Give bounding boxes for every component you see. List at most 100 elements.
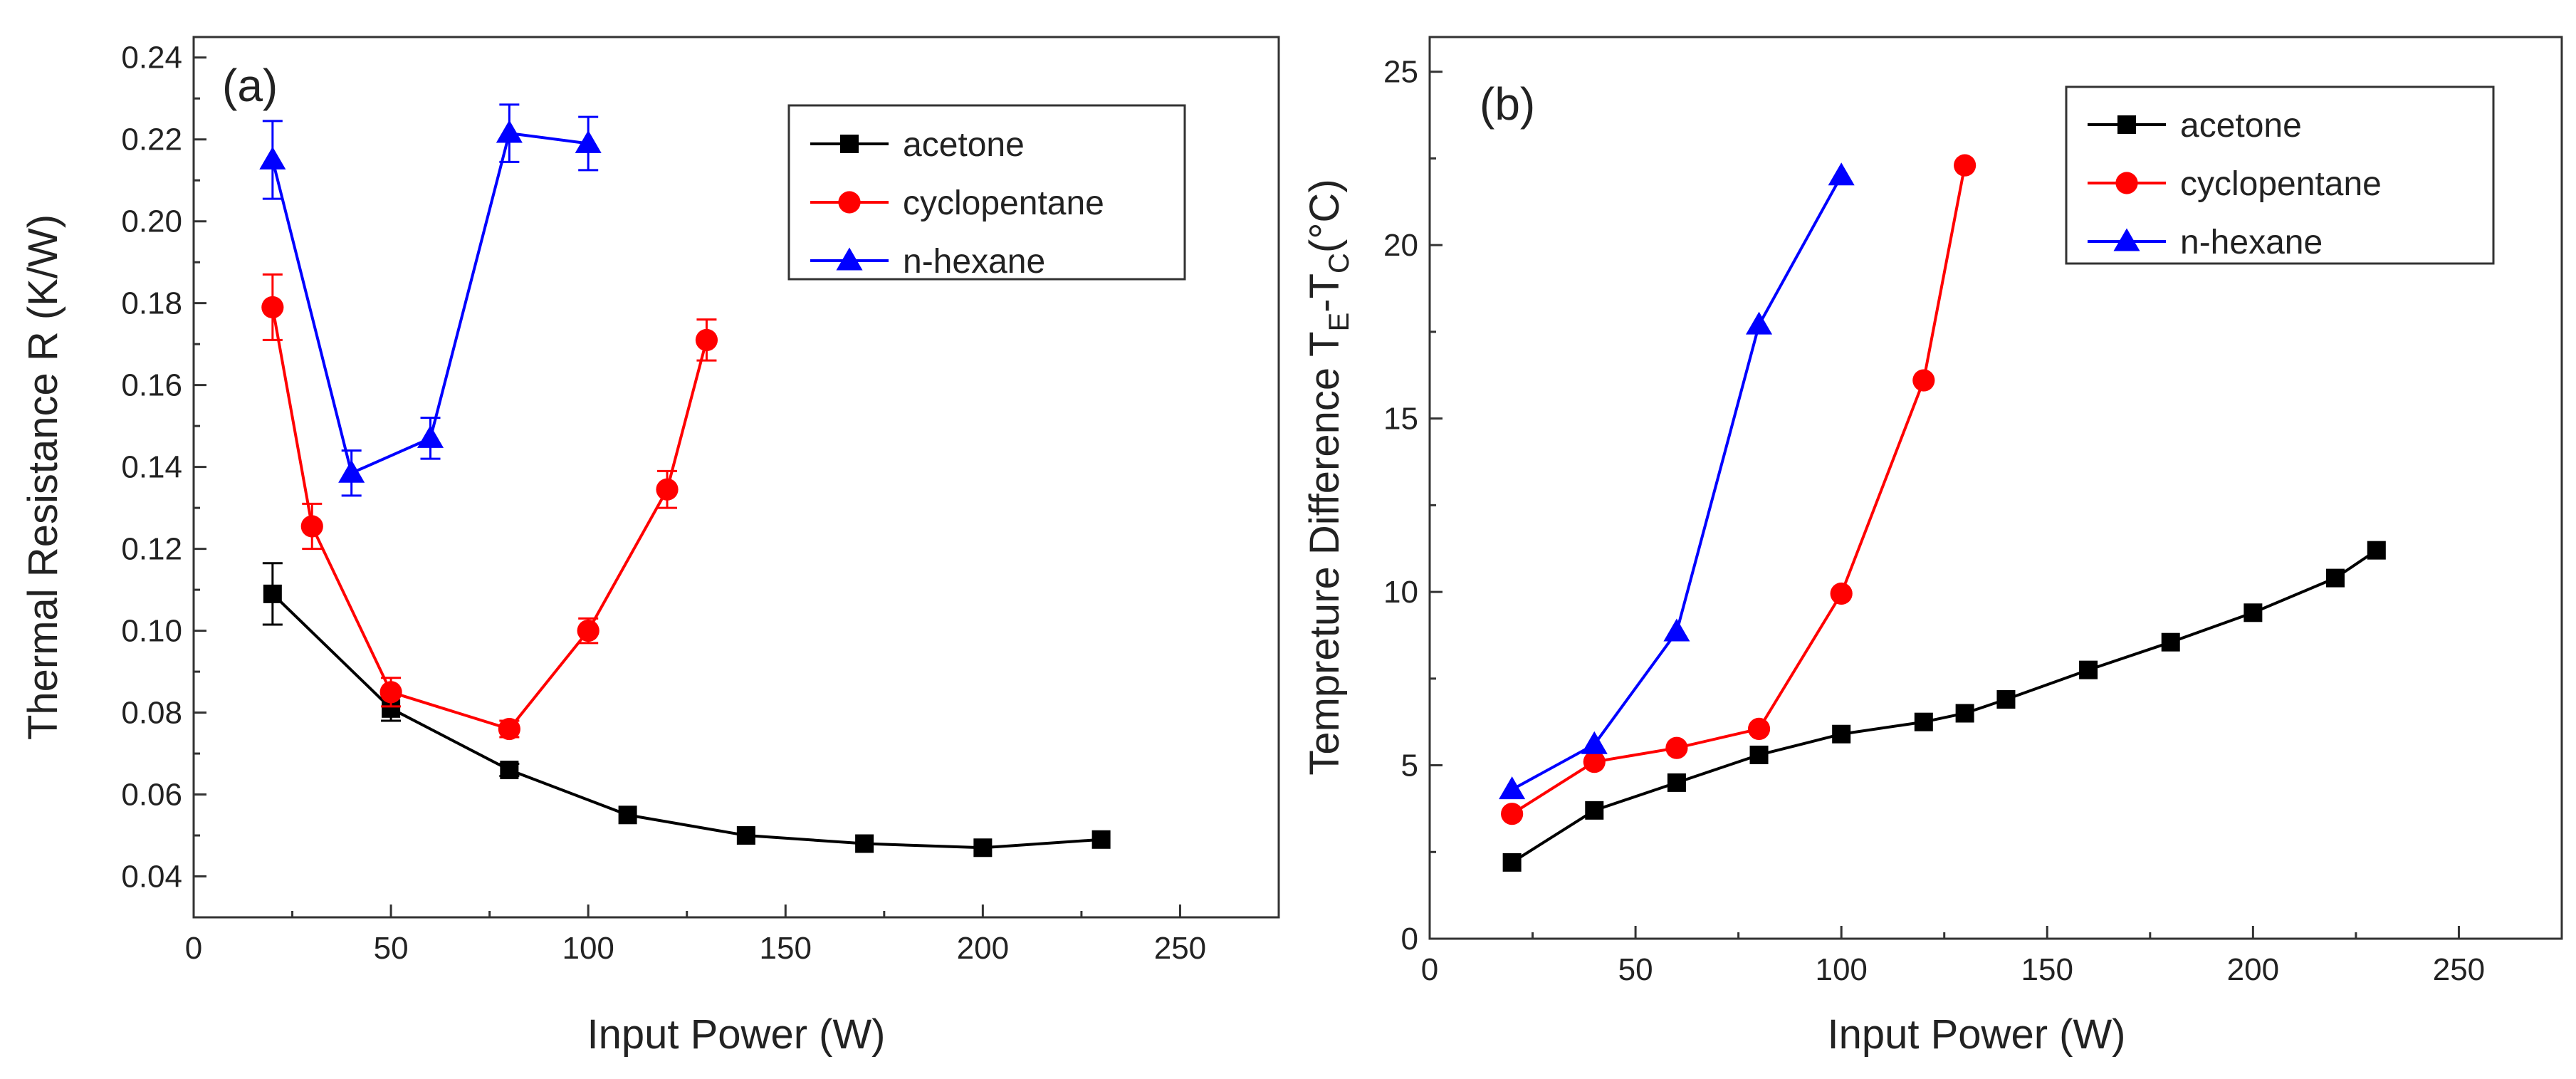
panel-b-point-n-hexane	[1663, 618, 1690, 642]
panel-b-point-cyclopentane	[1665, 736, 1688, 759]
panel-a-series	[259, 103, 1111, 858]
panel-b-point-acetone	[1667, 773, 1686, 792]
panel-b-legend-marker-cyclopentane	[2115, 172, 2138, 194]
panel-b-y-axis-title-sub1: E	[1324, 313, 1355, 332]
panel-b-point-acetone	[2326, 568, 2345, 588]
panel-b-point-acetone	[1749, 745, 1769, 764]
panel-a-point-cyclopentane	[656, 478, 679, 501]
panel-a-point-acetone	[618, 806, 637, 825]
panel-b-point-n-hexane	[1746, 311, 1773, 335]
panel-b-point-n-hexane	[1828, 162, 1855, 186]
panel-b-point-acetone	[2079, 660, 2098, 679]
panel-b-y-tick-label: 25	[1383, 55, 1418, 90]
panel-a-legend-label-acetone: acetone	[903, 126, 1025, 164]
panel-a-x-axis-title: Input Power (W)	[587, 1011, 886, 1058]
panel-a-y-tick-label: 0.18	[121, 286, 182, 321]
panel-b-y-tick-label: 5	[1401, 749, 1418, 783]
panel-a-series-acetone	[262, 562, 1111, 858]
panel-b-point-acetone	[2243, 603, 2263, 622]
panel-a-y-tick-label: 0.14	[121, 450, 182, 485]
panel-a-y-tick-label: 0.06	[121, 778, 182, 813]
panel-b-y-axis-title-sub2: C	[1324, 253, 1355, 273]
panel-b-point-cyclopentane	[1830, 582, 1853, 605]
panel-a-plot-frame	[192, 36, 1280, 919]
panel-b-point-cyclopentane	[1501, 803, 1524, 825]
panel-b-point-acetone	[1914, 712, 1933, 731]
panel-a-x-tick-label: 0	[185, 931, 202, 966]
panel-a-series-cyclopentane	[261, 273, 718, 741]
panel-b-x-tick-label: 100	[1815, 952, 1867, 987]
panel-b-point-cyclopentane	[1954, 154, 1976, 177]
panel-a-y-tick-label: 0.24	[121, 41, 182, 75]
panel-b-y-axis-title-unit: (°C)	[1302, 179, 1348, 253]
panel-b-y-tick-label: 15	[1383, 402, 1418, 437]
panel-b-x-tick-label: 0	[1421, 952, 1438, 987]
panel-a-legend-label-n-hexane: n-hexane	[903, 243, 1045, 281]
panel-a-x-tick-label: 200	[957, 931, 1009, 966]
panel-b-point-n-hexane	[1499, 776, 1526, 800]
panel-b-point-acetone	[1996, 690, 2016, 709]
panel-b-plot-frame	[1428, 36, 2563, 940]
panel-b-point-acetone	[2367, 541, 2386, 560]
panel-a-point-acetone	[736, 826, 755, 845]
panel-b-legend-label-cyclopentane: cyclopentane	[2180, 165, 2382, 203]
panel-b-x-axis-title: Input Power (W)	[1828, 1011, 2126, 1058]
panel-a-y-tick-label: 0.22	[121, 123, 182, 157]
panel-b-point-acetone	[1832, 724, 1851, 744]
panel-a-point-cyclopentane	[379, 681, 402, 704]
panel-a-legend-box	[787, 104, 1186, 281]
panel-a-legend-item-n-hexane: n-hexane	[810, 243, 1045, 281]
panel-a-line-acetone	[271, 593, 1101, 850]
panel-a-point-n-hexane	[259, 146, 286, 170]
panel-a-point-cyclopentane	[261, 296, 284, 319]
panel-a-point-acetone	[1091, 830, 1111, 849]
panel-a-point-cyclopentane	[300, 515, 323, 538]
panel-b-y-tick-label: 20	[1383, 228, 1418, 263]
panel-a-y-axis-title: Thermal Resistance R (K/W)	[20, 214, 66, 740]
panel-b-legend-marker-acetone	[2117, 115, 2136, 134]
panel-a-y-tick-label: 0.16	[121, 368, 182, 403]
panel-b-legend-marker-n-hexane	[2113, 228, 2140, 251]
panel-a-x-tick-label: 150	[760, 931, 812, 966]
panel-a-x-tick-label: 50	[374, 931, 409, 966]
panel-b-x-tick-label: 250	[2433, 952, 2485, 987]
panel-a-point-cyclopentane	[498, 717, 520, 741]
panel-a-point-acetone	[263, 584, 282, 603]
panel-a-legend-marker-n-hexane	[836, 247, 863, 271]
panel-b-legend-box	[2065, 85, 2495, 265]
panel-b-point-acetone	[1955, 704, 1974, 723]
panel-b-y-axis-title-mid: -T	[1302, 273, 1348, 313]
panel-b-ticks: 0 50 100 150 200 250 0 5 10 15 20 25	[1383, 55, 2485, 987]
panel-b-y-axis-title: Tempreture Difference TE-TC(°C)	[1302, 179, 1355, 775]
panel-a-label: (a)	[222, 60, 278, 111]
panel-a-legend-marker-cyclopentane	[838, 191, 861, 214]
panel-b-legend-item-cyclopentane: cyclopentane	[2088, 165, 2382, 203]
panel-a-point-acetone	[973, 838, 993, 858]
panel-b-legend-label-n-hexane: n-hexane	[2180, 224, 2323, 261]
panel-b-x-tick-label: 50	[1618, 952, 1653, 987]
panel-a-point-acetone	[855, 834, 874, 853]
panel-b-point-cyclopentane	[1912, 369, 1935, 392]
panel-b-point-acetone	[1502, 853, 1522, 872]
panel-b-legend-label-acetone: acetone	[2180, 107, 2302, 145]
panel-b-series-acetone	[1502, 541, 2386, 872]
panel-a-chart: 0 50 100 150 200 250 0.04 0.06 0.08 0.10 0.12 0.14 0…	[20, 36, 1280, 1058]
panel-b-x-tick-label: 200	[2227, 952, 2279, 987]
panel-a-point-n-hexane	[338, 459, 365, 483]
panel-b-series-n-hexane	[1499, 162, 1855, 800]
panel-a-y-tick-label: 0.20	[121, 204, 182, 239]
panel-a-point-cyclopentane	[577, 619, 600, 642]
panel-b-series-cyclopentane	[1501, 154, 1976, 825]
panel-a-series-n-hexane	[259, 103, 602, 497]
panel-b-label: (b)	[1480, 78, 1535, 130]
panel-a-y-tick-label: 0.12	[121, 532, 182, 567]
panel-b-legend-item-acetone: acetone	[2088, 107, 2302, 145]
panel-b-y-axis-title-main: Tempreture Difference T	[1302, 331, 1348, 775]
panel-a-point-n-hexane	[575, 130, 602, 153]
panel-b-point-cyclopentane	[1583, 751, 1606, 773]
panel-a-legend-marker-acetone	[840, 135, 859, 153]
panel-a-legend-label-cyclopentane: cyclopentane	[903, 184, 1104, 222]
panel-a-legend: acetone cyclopentane n-hexane	[787, 104, 1186, 281]
panel-a-y-tick-label: 0.08	[121, 696, 182, 731]
